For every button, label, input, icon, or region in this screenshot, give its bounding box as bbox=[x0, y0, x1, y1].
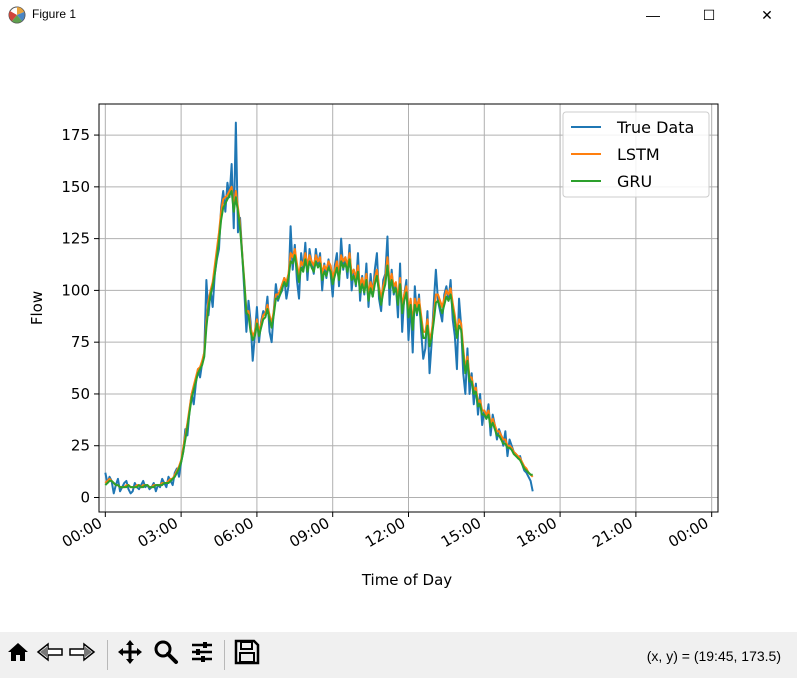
title-bar: Figure 1 — ☐ ✕ bbox=[0, 0, 797, 30]
x-tick-label: 03:00 bbox=[135, 514, 181, 551]
y-tick-label: 75 bbox=[71, 333, 90, 351]
configure-subplots-button[interactable] bbox=[188, 640, 216, 668]
legend-label-lstm: LSTM bbox=[617, 145, 660, 164]
pan-icon bbox=[117, 639, 143, 669]
figure-canvas[interactable]: 00:00 03:00 06:00 09:00 12:00 15:00 18:00 21:00… bbox=[0, 30, 797, 632]
home-button[interactable] bbox=[4, 640, 32, 668]
back-icon bbox=[36, 640, 64, 668]
y-axis-label: Flow bbox=[28, 291, 46, 325]
configure-subplots-icon bbox=[189, 639, 215, 669]
zoom-button[interactable] bbox=[152, 640, 180, 668]
save-icon bbox=[234, 639, 260, 669]
maximize-button[interactable]: ☐ bbox=[702, 6, 716, 23]
y-tick-label: 100 bbox=[61, 281, 90, 299]
x-tick-label: 06:00 bbox=[210, 514, 256, 551]
x-tick-label: 09:00 bbox=[286, 514, 332, 551]
y-tick-label: 125 bbox=[61, 230, 90, 248]
x-tick-label: 00:00 bbox=[59, 514, 105, 551]
forward-icon bbox=[68, 640, 96, 668]
series-lines bbox=[104, 121, 534, 495]
x-tick-label: 18:00 bbox=[514, 514, 560, 551]
save-button[interactable] bbox=[233, 639, 261, 669]
close-button[interactable]: ✕ bbox=[761, 6, 773, 23]
pan-button[interactable] bbox=[116, 640, 144, 668]
navigation-toolbar: (x, y) = (19:45, 173.5) bbox=[0, 632, 797, 678]
series-line-gru bbox=[104, 189, 533, 489]
cursor-coordinates: (x, y) = (19:45, 173.5) bbox=[646, 648, 781, 664]
minimize-button[interactable]: — bbox=[646, 7, 660, 23]
x-tick-label: 00:00 bbox=[665, 514, 711, 551]
y-tick-label: 0 bbox=[80, 489, 90, 507]
x-axis-label: Time of Day bbox=[361, 571, 452, 589]
window-title: Figure 1 bbox=[32, 7, 77, 21]
home-icon bbox=[6, 640, 30, 668]
legend-label-true-data: True Data bbox=[616, 118, 694, 137]
forward-button[interactable] bbox=[68, 640, 96, 668]
x-tick-label: 21:00 bbox=[589, 514, 635, 551]
ticks: 00:00 03:00 06:00 09:00 12:00 15:00 18:00 21:00… bbox=[59, 126, 713, 551]
toolbar-separator bbox=[107, 640, 108, 670]
x-tick-label: 12:00 bbox=[362, 514, 408, 551]
toolbar-separator bbox=[224, 640, 225, 670]
line-chart: 00:00 03:00 06:00 09:00 12:00 15:00 18:00 21:00… bbox=[28, 103, 719, 589]
matplotlib-icon bbox=[7, 5, 27, 25]
x-tick-label: 15:00 bbox=[438, 514, 484, 551]
legend: True Data LSTM GRU bbox=[562, 111, 710, 198]
back-button[interactable] bbox=[36, 640, 64, 668]
y-tick-label: 150 bbox=[61, 178, 90, 196]
y-tick-label: 25 bbox=[71, 437, 90, 455]
legend-box bbox=[562, 111, 710, 198]
zoom-icon bbox=[153, 639, 179, 669]
y-tick-label: 50 bbox=[71, 385, 90, 403]
legend-label-gru: GRU bbox=[617, 172, 652, 191]
y-tick-label: 175 bbox=[61, 126, 90, 144]
